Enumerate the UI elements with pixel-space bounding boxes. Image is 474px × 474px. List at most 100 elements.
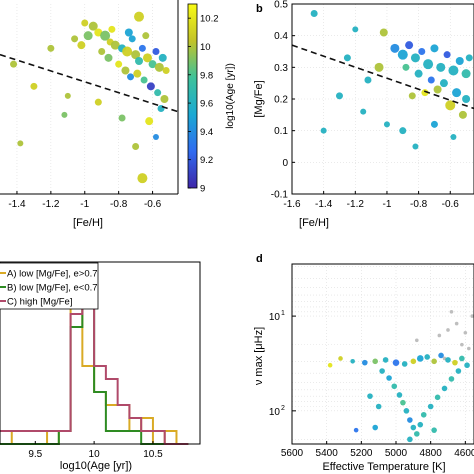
- panel-d-point: [463, 330, 468, 335]
- panel-b-point: [402, 63, 410, 71]
- panel-d-point: [446, 328, 450, 332]
- panel-a-x-tick-label: -1.2: [42, 199, 60, 210]
- panel-a-point: [133, 69, 142, 78]
- panel-d-point: [467, 346, 471, 351]
- panel-a-x-tick-label: -1.4: [8, 199, 26, 210]
- panel-a-point: [61, 111, 68, 118]
- panel-d-point: [449, 309, 454, 314]
- panel-a-point: [121, 66, 130, 75]
- panel-b-point: [405, 41, 414, 50]
- panel-d-point: [410, 358, 417, 365]
- panel-b-point: [364, 76, 372, 84]
- panel-d-point: [437, 333, 442, 338]
- panel-b-y-ticks: 0.5 0.4 0.3 0.2 0.1 0 -0.1: [271, 0, 295, 201]
- panel-a-point: [146, 82, 155, 91]
- panel-a-point: [152, 48, 160, 55]
- panel-d-grid: [291, 264, 474, 444]
- panel-a-point: [98, 48, 106, 55]
- panel-b-point: [448, 65, 459, 76]
- panel-d-letter: d: [256, 253, 263, 265]
- panel-a-point: [131, 50, 141, 60]
- panel-b-point: [436, 62, 446, 72]
- panel-a-point: [154, 89, 162, 97]
- panel-b-x-tick-label: -1.2: [347, 199, 365, 210]
- panel-a-point: [88, 21, 98, 31]
- panel-d-point: [410, 424, 417, 431]
- panel-a-point: [138, 44, 146, 52]
- panel-d-point: [372, 358, 379, 365]
- colorbar-ticks: 10.2 10 9.8 9.6 9.4 9.2 9: [188, 14, 219, 195]
- panel-d-x-tick-label: 5000: [385, 448, 408, 459]
- panel-d-y-label: ν max [μHz]: [253, 327, 265, 385]
- panel-d-point: [424, 354, 431, 360]
- panel-a-point: [77, 41, 86, 50]
- panel-b-point: [399, 127, 407, 135]
- panel-b-point: [320, 127, 327, 134]
- panel-d-point: [338, 356, 343, 361]
- panel-a-point: [142, 53, 152, 63]
- panel-a-point: [154, 62, 164, 72]
- panel-d-point: [400, 399, 406, 406]
- legend-entry: C) high [Mg/Fe]: [7, 297, 72, 308]
- panel-b-point: [360, 108, 367, 115]
- panel-d-x-tick-label: 4600: [454, 448, 474, 459]
- panel-b-y-tick-label: 0.2: [274, 95, 288, 106]
- panel-a-point: [71, 35, 79, 43]
- panel-a-point: [145, 117, 154, 126]
- panel-d-point: [372, 424, 379, 431]
- panel-a-point: [100, 30, 111, 41]
- panel-b-letter: b: [256, 3, 263, 15]
- colorbar-tick-label: 9.6: [200, 99, 213, 110]
- colorbar: 10.2 10 9.8 9.6 9.4 9.2 9 log10(Age [yr]): [187, 3, 236, 195]
- panel-b-x-tick-label: -1.4: [315, 199, 333, 210]
- panel-a-point: [134, 11, 145, 22]
- panel-b-point: [414, 69, 423, 78]
- panel-d-point: [367, 393, 373, 399]
- panel-d-x-tick-label: 5600: [281, 448, 304, 459]
- legend-entry: B) low [Mg/Fe], e<0.7: [7, 283, 98, 294]
- panel-b-point: [452, 88, 462, 98]
- panel-d-point: [392, 359, 400, 366]
- panel-b-x-ticks: -1.6 -1.4 -1.2 -1 -0.8 -0.6: [283, 191, 459, 210]
- panel-b-x-tick-label: -1: [383, 199, 392, 210]
- panel-d-point: [427, 403, 434, 410]
- panel-a-point: [140, 76, 148, 84]
- panel-b-point: [335, 92, 343, 100]
- panel-d-point: [396, 392, 403, 398]
- panel-d-point: [382, 357, 389, 363]
- panel-b-x-label: [Fe/H]: [299, 217, 329, 229]
- panel-b-point: [397, 49, 408, 60]
- panel-b-point: [450, 134, 457, 140]
- panel-b-point: [390, 43, 400, 53]
- panel-d-x-label: Effective Temperature [K]: [322, 461, 445, 473]
- panel-b-point: [343, 54, 351, 62]
- panel-d-point: [417, 421, 424, 428]
- panel-d-point: [353, 427, 359, 433]
- panel-b-y-tick-label: 0.4: [274, 31, 288, 42]
- panel-a-point: [115, 60, 123, 68]
- panel-a-point: [83, 31, 93, 41]
- colorbar-tick-label: 9: [200, 184, 205, 195]
- panel-a-x-tick-label: -1: [80, 199, 89, 210]
- panel-a-point: [152, 134, 159, 140]
- panel-b-x-tick-label: -0.6: [442, 199, 460, 210]
- panel-d-point: [407, 417, 413, 423]
- panel-a-point: [128, 35, 136, 43]
- colorbar-tick-label: 9.8: [200, 70, 213, 81]
- panel-a-point: [127, 73, 135, 81]
- panel-c-frame: [0, 261, 201, 445]
- panel-d-y-tick-label: 10: [269, 407, 281, 418]
- panel-a-point: [137, 173, 148, 184]
- panel-d-point: [362, 359, 368, 366]
- panel-a-trend-line: [0, 53, 179, 113]
- panel-d-point: [415, 338, 419, 343]
- panel-d-point: [460, 342, 464, 347]
- panel-c-x-label: log10(Age [yr]): [60, 460, 132, 472]
- panel-b-point: [465, 54, 473, 62]
- panel-a-point: [64, 92, 71, 99]
- panel-b-y-tick-label: 0.3: [274, 63, 288, 74]
- panel-d-point: [416, 355, 424, 362]
